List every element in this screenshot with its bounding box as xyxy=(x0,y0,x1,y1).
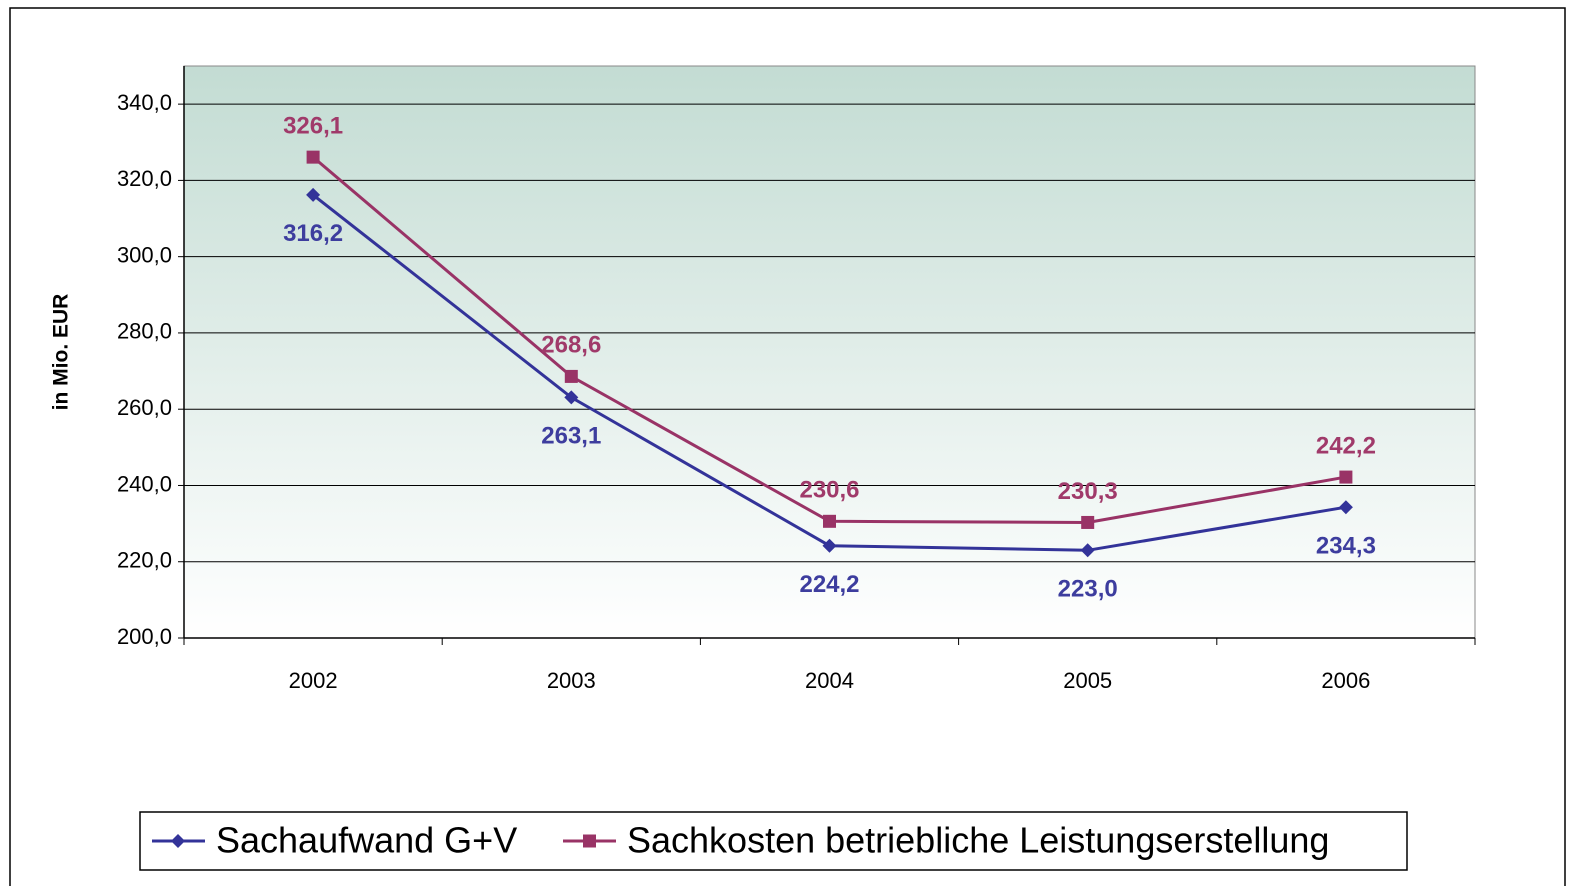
data-label: 263,1 xyxy=(541,423,601,450)
y-tick-label: 280,0 xyxy=(117,319,172,344)
data-point xyxy=(1081,515,1095,529)
y-tick-label: 340,0 xyxy=(117,90,172,115)
data-point xyxy=(306,150,320,164)
data-point xyxy=(1080,543,1095,558)
x-tick-label: 2003 xyxy=(547,668,596,693)
data-label: 316,2 xyxy=(283,220,343,247)
y-tick-label: 300,0 xyxy=(117,242,172,267)
legend-marker xyxy=(583,834,596,848)
y-tick-label: 200,0 xyxy=(117,624,172,649)
y-axis-label: in Mio. EUR xyxy=(50,294,73,411)
data-point xyxy=(823,514,836,528)
data-label: 242,2 xyxy=(1316,432,1376,459)
legend-marker xyxy=(171,834,185,848)
data-label: 223,0 xyxy=(1058,576,1118,603)
y-tick-label: 320,0 xyxy=(117,166,172,191)
data-point xyxy=(1338,500,1353,515)
x-tick-label: 2002 xyxy=(289,668,338,693)
data-label: 230,6 xyxy=(799,477,859,504)
x-tick-label: 2006 xyxy=(1321,668,1370,693)
data-point xyxy=(306,187,321,202)
legend xyxy=(139,811,1408,871)
y-tick-label: 220,0 xyxy=(117,548,172,573)
data-point xyxy=(822,538,837,553)
legend-label: Sachkosten betriebliche Leistungserstell… xyxy=(627,820,1329,861)
x-tick-label: 2004 xyxy=(805,668,854,693)
data-point xyxy=(564,390,579,405)
data-label: 230,3 xyxy=(1058,478,1118,505)
x-tick-label: 2005 xyxy=(1063,668,1112,693)
data-label: 234,3 xyxy=(1316,533,1376,560)
data-label: 268,6 xyxy=(541,332,601,359)
data-point xyxy=(564,369,578,383)
y-tick-label: 240,0 xyxy=(117,471,172,496)
data-label: 326,1 xyxy=(283,112,343,139)
data-label: 224,2 xyxy=(799,571,859,598)
legend-label: Sachaufwand G+V xyxy=(216,820,517,861)
y-tick-label: 260,0 xyxy=(117,395,172,420)
data-point xyxy=(1339,470,1353,484)
